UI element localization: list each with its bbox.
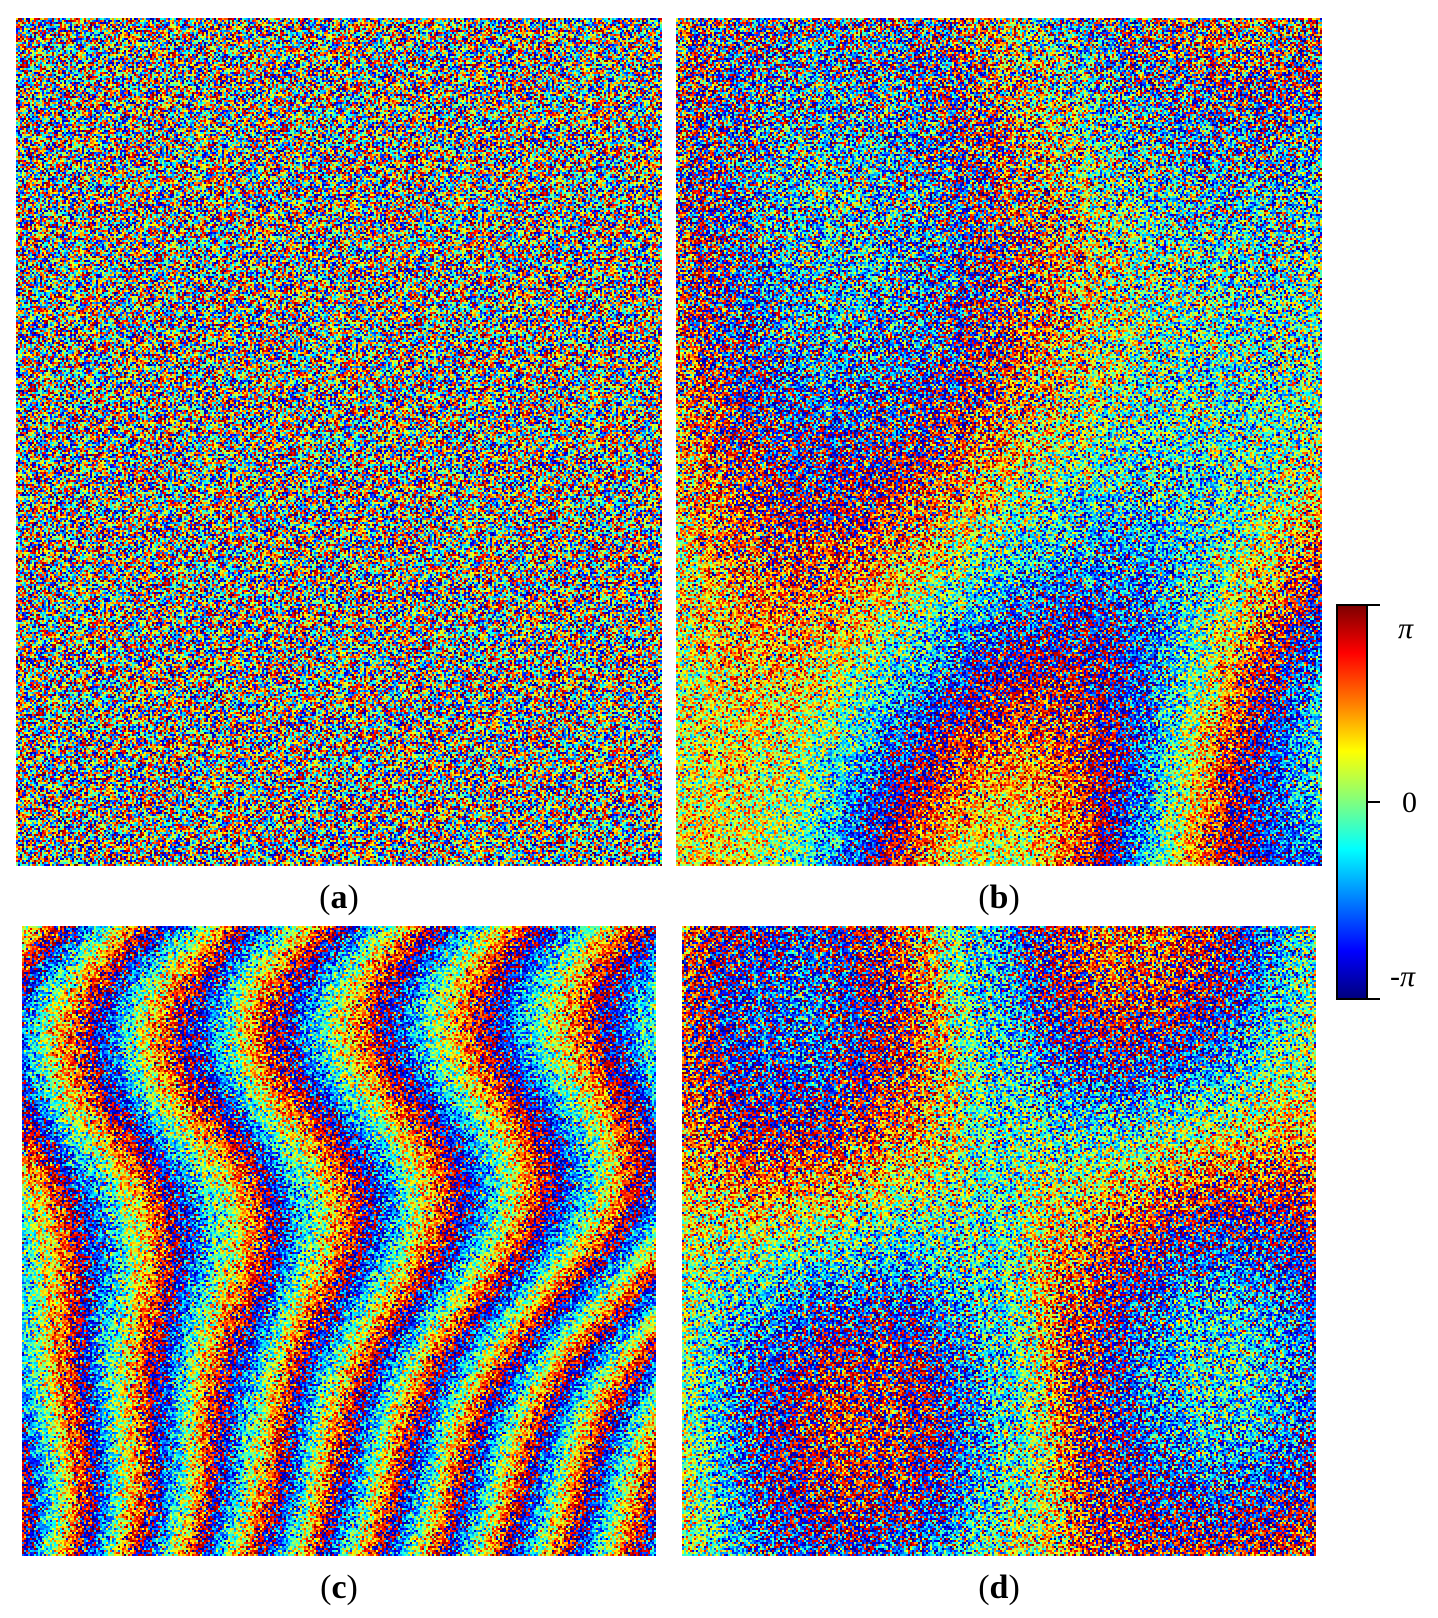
colorbar-tick-min (1368, 998, 1380, 1000)
panel-d-phase-image (682, 926, 1316, 1556)
panel-a-letter: a (330, 879, 348, 916)
panel-d-caption: (d) (978, 1569, 1020, 1606)
panel-c-phase-image (22, 926, 656, 1556)
colorbar-tick-max (1368, 604, 1380, 606)
panel-a-phase-image (16, 18, 662, 866)
panel-c-caption: (c) (320, 1569, 358, 1606)
colorbar-tick-zero (1368, 801, 1380, 803)
panel-c-letter: c (331, 1569, 347, 1606)
colorbar-label-min: -π (1390, 960, 1415, 994)
panel-b-phase-image (676, 18, 1322, 866)
panel-b-caption: (b) (978, 879, 1020, 916)
colorbar-label-max: π (1398, 612, 1414, 645)
panel-d-letter: d (989, 1569, 1009, 1606)
panel-a-caption: (a) (319, 879, 359, 916)
colorbar-label-min-sign: - (1390, 960, 1400, 993)
colorbar-label-zero: 0 (1402, 786, 1417, 819)
panel-b-letter: b (989, 879, 1009, 916)
phase-colorbar (1336, 604, 1368, 1000)
colorbar-label-min-symbol: π (1400, 960, 1416, 993)
